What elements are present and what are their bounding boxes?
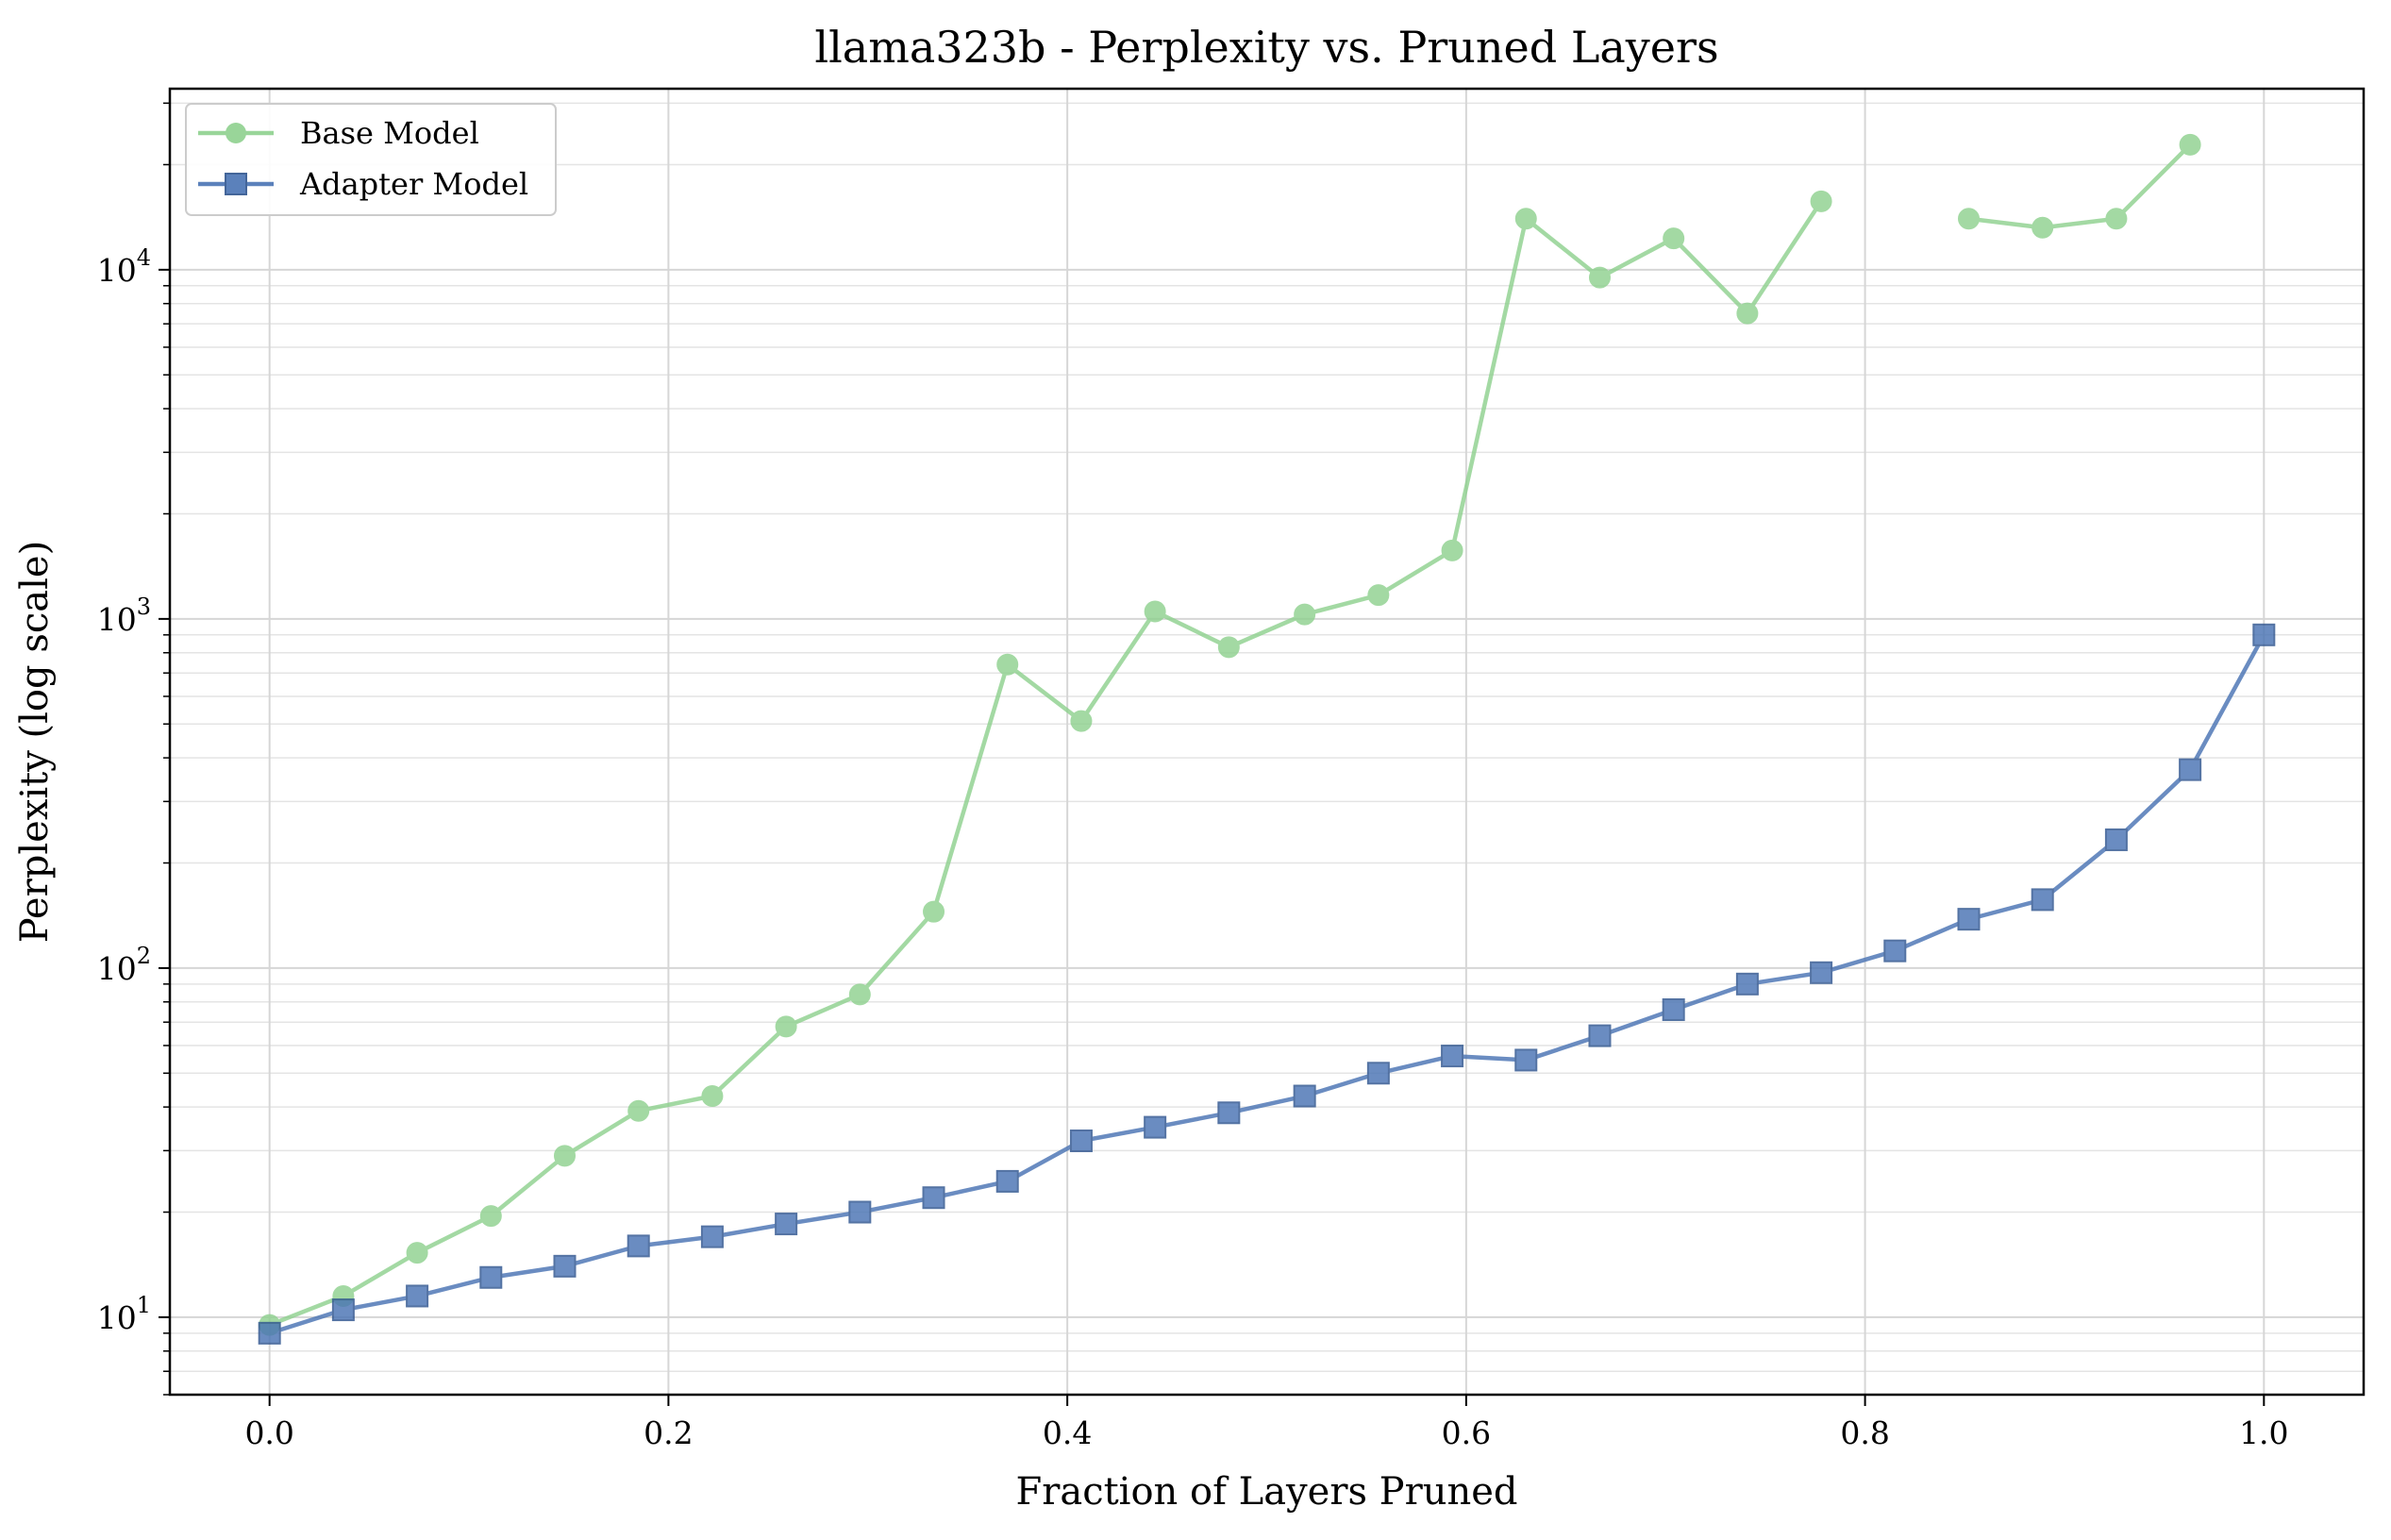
series: [258, 133, 2276, 1345]
data-point: [2031, 888, 2054, 912]
data-point: [1883, 939, 1907, 962]
series-base-model: [259, 133, 2201, 1336]
x-tick-label: 0.4: [1043, 1414, 1092, 1451]
grid: [170, 89, 2364, 1396]
data-point: [922, 1186, 945, 1210]
ticks: 0.0 0.2 0.4 0.6 0.8 1.0 101 102 103 104: [97, 102, 2289, 1451]
data-point: [1662, 997, 1685, 1021]
data-point: [1514, 208, 1537, 230]
legend-box: [185, 103, 557, 216]
data-point: [1293, 1084, 1316, 1108]
data-point: [995, 1169, 1019, 1193]
data-point: [1810, 961, 1833, 984]
data-point: [1294, 603, 1316, 626]
data-point: [1441, 1045, 1464, 1068]
data-point: [2032, 216, 2054, 239]
y-tick-label: 104: [97, 244, 151, 289]
data-point: [2105, 208, 2128, 230]
data-point: [1069, 1129, 1093, 1152]
data-point: [1588, 1024, 1612, 1047]
data-point: [775, 1015, 797, 1038]
legend-label: Base Model: [300, 115, 479, 151]
data-point: [1217, 1101, 1241, 1125]
data-point: [1588, 266, 1611, 289]
data-point: [1810, 190, 1832, 212]
data-point: [1736, 302, 1759, 325]
data-point: [701, 1085, 724, 1108]
data-point: [2179, 758, 2202, 781]
y-tick-label: 102: [97, 943, 151, 987]
data-point: [1217, 636, 1240, 659]
data-point: [479, 1205, 502, 1228]
y-tick-label: 101: [97, 1292, 151, 1336]
data-point: [406, 1284, 429, 1308]
data-point: [700, 1225, 724, 1248]
data-point: [848, 983, 871, 1006]
x-tick-label: 0.2: [644, 1414, 693, 1451]
data-point: [479, 1265, 503, 1289]
series-line: [1968, 142, 2192, 230]
legend-marker: [226, 123, 246, 143]
data-point: [1144, 600, 1166, 623]
data-point: [627, 1234, 650, 1258]
data-point: [627, 1099, 650, 1122]
data-point: [1070, 710, 1093, 732]
legend-entry: [198, 123, 274, 143]
data-point: [1367, 584, 1390, 607]
series-line: [268, 200, 1823, 1328]
chart-title: llama323b - Perplexity vs. Pruned Layers: [814, 22, 1718, 73]
y-tick-label: 103: [97, 594, 151, 638]
legend: Base Model Adapter Model: [185, 103, 557, 216]
data-point: [923, 900, 945, 923]
data-point: [553, 1254, 577, 1278]
data-point: [1958, 208, 1980, 230]
data-point: [1144, 1115, 1167, 1139]
data-point: [406, 1242, 428, 1264]
data-point: [1735, 972, 1759, 996]
x-tick-label: 1.0: [2239, 1414, 2288, 1451]
series-line: [269, 633, 2266, 1335]
legend-marker: [225, 173, 247, 195]
x-axis-label: Fraction of Layers Pruned: [1015, 1470, 1517, 1514]
data-point: [996, 653, 1019, 676]
data-point: [258, 1321, 281, 1345]
data-point: [1663, 227, 1685, 250]
data-point: [1514, 1048, 1538, 1072]
data-point: [1366, 1062, 1390, 1085]
data-point: [1957, 908, 1981, 931]
legend-entry: [198, 173, 274, 195]
data-point: [848, 1200, 872, 1224]
plot-frame: [168, 87, 2366, 1397]
data-point: [554, 1145, 576, 1167]
data-point: [1441, 539, 1463, 561]
series-adapter-model: [258, 623, 2276, 1345]
data-point: [331, 1298, 355, 1322]
y-axis-label: Perplexity (log scale): [13, 541, 57, 943]
legend-label: Adapter Model: [299, 166, 528, 202]
data-point: [2179, 133, 2201, 156]
data-point: [2104, 828, 2128, 851]
data-point: [2252, 623, 2276, 646]
x-tick-label: 0.0: [244, 1414, 293, 1451]
x-tick-label: 0.6: [1442, 1414, 1491, 1451]
data-point: [775, 1213, 798, 1236]
x-tick-label: 0.8: [1840, 1414, 1889, 1451]
